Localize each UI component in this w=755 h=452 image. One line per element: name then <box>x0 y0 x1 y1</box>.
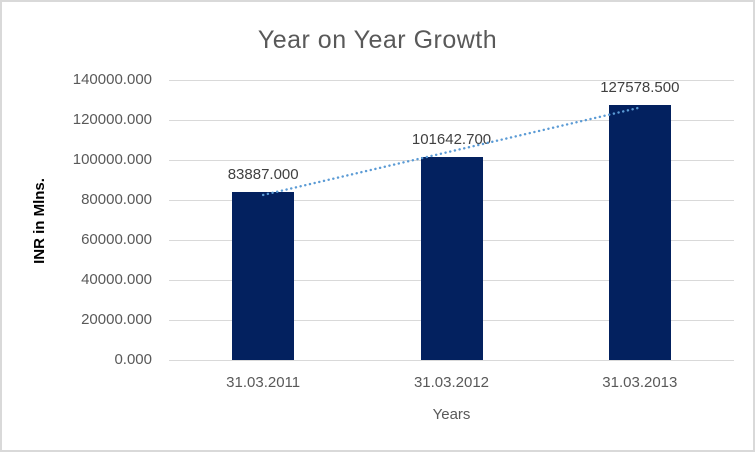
y-tick-label: 0.000 <box>114 351 152 368</box>
y-tick-label: 40000.000 <box>81 271 152 288</box>
bar-data-label: 127578.500 <box>600 78 680 96</box>
y-tick-label: 120000.000 <box>72 111 152 128</box>
bar-data-label: 101642.700 <box>411 130 492 148</box>
y-tick-label: 20000.000 <box>81 311 152 328</box>
bar <box>232 192 295 360</box>
bar-data-label: 83887.000 <box>227 166 299 184</box>
y-tick-label: 100000.000 <box>72 151 152 168</box>
x-axis-title: Years <box>432 406 471 423</box>
bar <box>420 156 483 360</box>
x-tick-label: 31.03.2013 <box>602 374 678 391</box>
y-tick-label: 140000.000 <box>72 71 152 88</box>
x-tick-label: 31.03.2012 <box>413 374 490 391</box>
bar <box>608 104 671 360</box>
y-tick-label: 80000.000 <box>81 191 152 208</box>
chart-title: Year on Year Growth <box>257 26 498 54</box>
gridline <box>169 80 734 81</box>
x-tick-label: 31.03.2011 <box>226 374 301 391</box>
gridline <box>169 360 734 361</box>
y-tick-label: 60000.000 <box>81 231 152 248</box>
